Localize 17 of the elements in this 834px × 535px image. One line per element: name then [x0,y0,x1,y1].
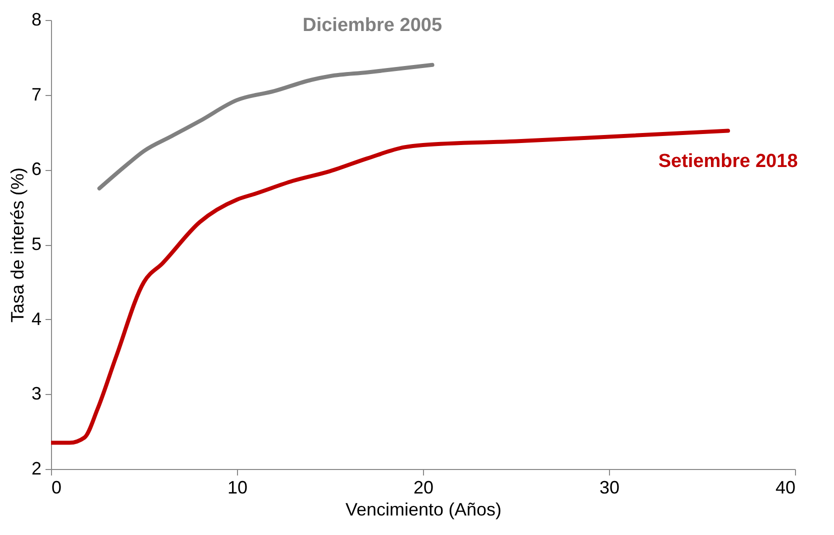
x-tick-label: 0 [52,478,62,498]
x-tick-label: 30 [599,478,620,498]
y-tick-label: 7 [31,84,42,104]
y-tick-label: 8 [31,10,42,30]
y-tick-label: 5 [31,234,42,254]
series-label: Setiembre 2018 [658,150,798,172]
y-axis-title: Tasa de interés (%) [7,167,28,323]
y-tick-label: 6 [31,159,42,180]
line-series [97,62,434,190]
y-tick-label: 3 [31,384,42,404]
x-tick-label: 40 [775,478,796,498]
series-label: Diciembre 2005 [302,14,442,36]
x-axis-title: Vencimiento (Años) [345,500,502,520]
x-tick-label: 20 [413,478,434,498]
y-tick-label: 4 [31,308,42,329]
y-tick-label: 2 [31,458,42,478]
x-tick-label: 10 [227,478,248,498]
